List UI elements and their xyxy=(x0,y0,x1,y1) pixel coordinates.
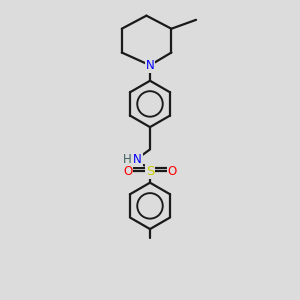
Text: N: N xyxy=(146,59,154,72)
Text: S: S xyxy=(146,165,154,178)
Text: N: N xyxy=(133,153,142,166)
Text: H: H xyxy=(123,153,131,166)
Text: O: O xyxy=(168,165,177,178)
Text: O: O xyxy=(123,165,132,178)
